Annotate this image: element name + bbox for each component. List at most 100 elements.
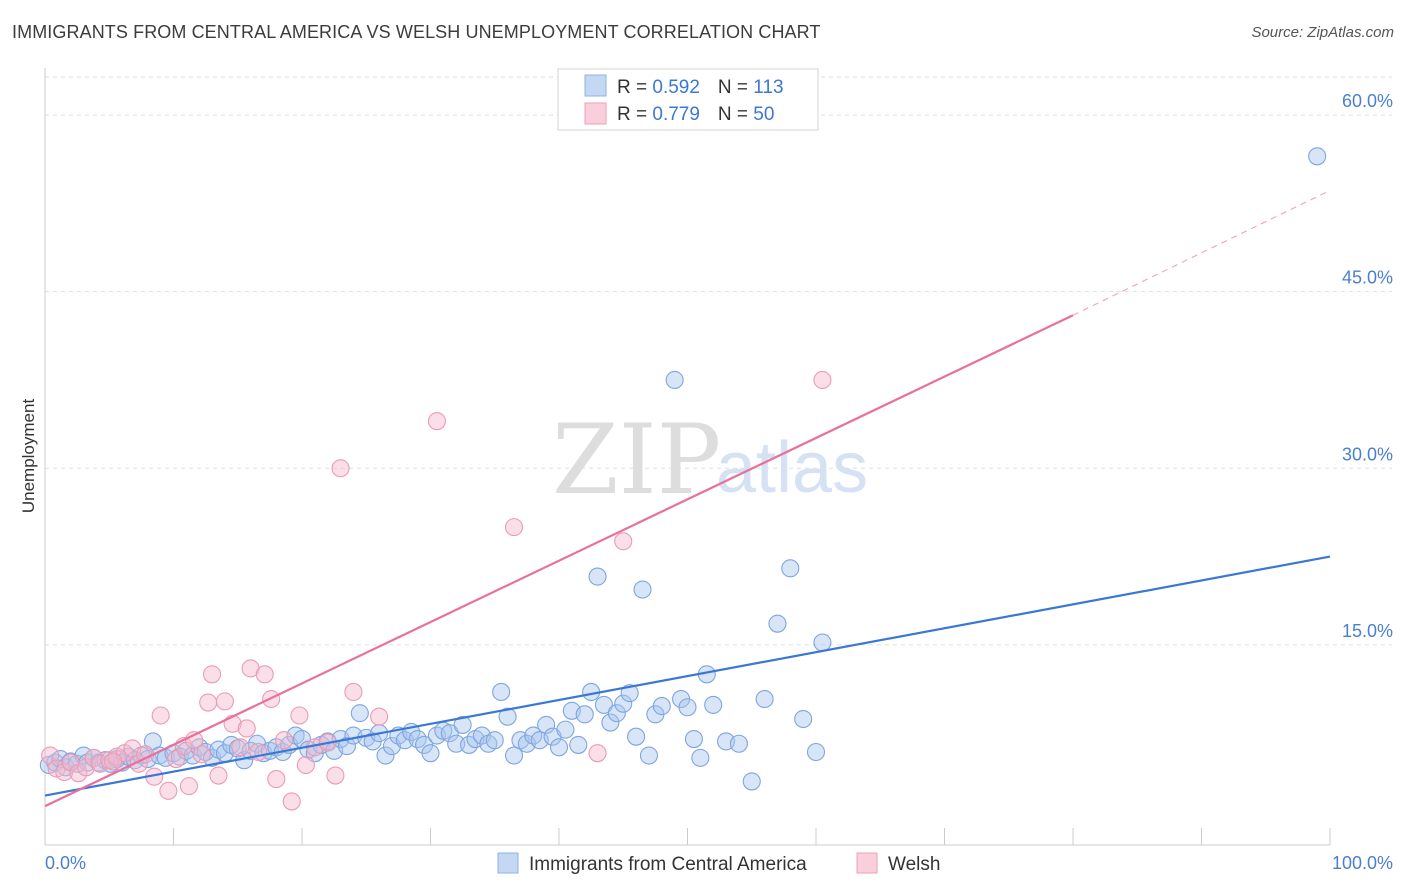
point-central-america: [678, 698, 697, 717]
point-welsh: [331, 459, 350, 478]
x-tick-label: 0.0%: [45, 853, 86, 873]
point-central-america: [575, 705, 594, 724]
point-central-america: [440, 724, 459, 743]
legend-n-label: N =: [718, 104, 753, 125]
watermark: ZIP atlas: [552, 404, 868, 516]
y-tick-label: 15.0%: [1342, 621, 1393, 641]
point-welsh: [344, 682, 363, 702]
legend-r-value: 0.779: [652, 104, 700, 125]
series-label-welsh: Welsh: [888, 854, 940, 875]
point-central-america: [588, 567, 607, 586]
point-central-america: [729, 734, 748, 753]
point-welsh: [282, 792, 301, 811]
correlation-legend: R = 0.592 N = 113 R = 0.779 N = 50: [557, 68, 819, 131]
point-welsh: [237, 719, 256, 738]
point-welsh: [255, 665, 274, 684]
point-central-america: [376, 746, 395, 765]
point-central-america: [594, 695, 614, 714]
point-welsh: [614, 532, 633, 551]
point-central-america: [421, 744, 440, 763]
point-welsh: [192, 745, 211, 764]
point-welsh: [813, 370, 832, 390]
trend-line-welsh: [44, 314, 1074, 808]
series-label-central-america: Immigrants from Central America: [529, 854, 807, 875]
point-welsh: [231, 738, 250, 757]
x-tick-label: 100.0%: [1332, 853, 1393, 873]
point-central-america: [704, 695, 723, 714]
legend-swatch-blue: [584, 74, 607, 97]
x-tick-labels: 0.0% 100.0%: [45, 853, 1393, 873]
point-central-america: [684, 729, 703, 749]
y-tick-labels: 15.0% 30.0% 45.0% 60.0%: [1342, 91, 1393, 641]
point-welsh: [159, 781, 178, 800]
legend-row-1: R = 0.592 N = 113: [617, 77, 784, 98]
point-welsh: [215, 692, 234, 711]
data-points: [39, 147, 1327, 811]
y-axis-label: Unemployment: [19, 399, 38, 514]
point-central-america: [601, 713, 620, 732]
axes: [44, 68, 1331, 846]
y-tick-label: 45.0%: [1342, 268, 1393, 288]
point-welsh: [504, 518, 524, 537]
series-swatch-pink: [856, 852, 878, 874]
point-central-america: [627, 727, 646, 746]
point-welsh: [370, 707, 389, 726]
point-welsh: [77, 758, 96, 777]
point-central-america: [691, 748, 710, 767]
point-central-america: [633, 580, 652, 599]
point-welsh: [267, 770, 286, 789]
series-swatch-blue: [497, 852, 519, 874]
point-welsh: [104, 752, 123, 771]
point-central-america: [652, 697, 671, 716]
legend-row-2: R = 0.779 N = 50: [617, 104, 774, 125]
legend-r-label: R =: [617, 77, 652, 98]
point-central-america: [742, 772, 761, 791]
point-central-america: [537, 715, 556, 734]
trend-lines: [44, 189, 1331, 808]
y-tick-label: 30.0%: [1342, 444, 1393, 464]
point-welsh: [427, 412, 446, 431]
y-tick-label: 60.0%: [1342, 91, 1393, 111]
point-central-america: [556, 720, 575, 739]
point-welsh: [55, 762, 74, 782]
point-welsh: [151, 706, 170, 725]
legend-swatch-pink: [584, 102, 607, 125]
source-label: Source: ZipAtlas.com: [1251, 24, 1394, 41]
point-central-america: [453, 715, 472, 734]
legend-n-label: N =: [718, 77, 753, 98]
point-central-america: [350, 704, 369, 723]
point-central-america: [639, 746, 659, 765]
grid-lines: [45, 76, 1392, 646]
point-central-america: [620, 684, 639, 703]
point-central-america: [337, 737, 357, 756]
point-central-america: [1308, 147, 1327, 166]
point-central-america: [485, 731, 504, 750]
point-central-america: [614, 694, 633, 713]
point-central-america: [569, 735, 588, 754]
point-central-america: [549, 738, 569, 757]
trend-line-welsh-extension: [1072, 189, 1331, 316]
point-welsh: [326, 766, 345, 785]
point-welsh: [296, 755, 315, 774]
point-welsh: [203, 665, 222, 684]
point-welsh: [209, 766, 228, 785]
point-central-america: [504, 746, 524, 765]
point-welsh: [179, 777, 198, 796]
point-central-america: [768, 614, 787, 633]
legend-n-value: 50: [753, 104, 774, 125]
point-central-america: [755, 689, 774, 709]
watermark-atlas: atlas: [716, 428, 868, 508]
point-central-america: [607, 704, 626, 723]
point-central-america: [794, 709, 813, 729]
point-central-america: [498, 707, 517, 726]
legend-r-value: 0.592: [652, 77, 700, 98]
point-central-america: [813, 633, 832, 652]
point-welsh: [588, 744, 607, 763]
point-welsh: [199, 693, 218, 712]
watermark-zip: ZIP: [552, 404, 721, 516]
point-central-america: [781, 559, 800, 578]
legend-n-value: 113: [753, 77, 783, 98]
point-welsh: [290, 706, 309, 725]
trend-line-central-america: [44, 555, 1331, 797]
